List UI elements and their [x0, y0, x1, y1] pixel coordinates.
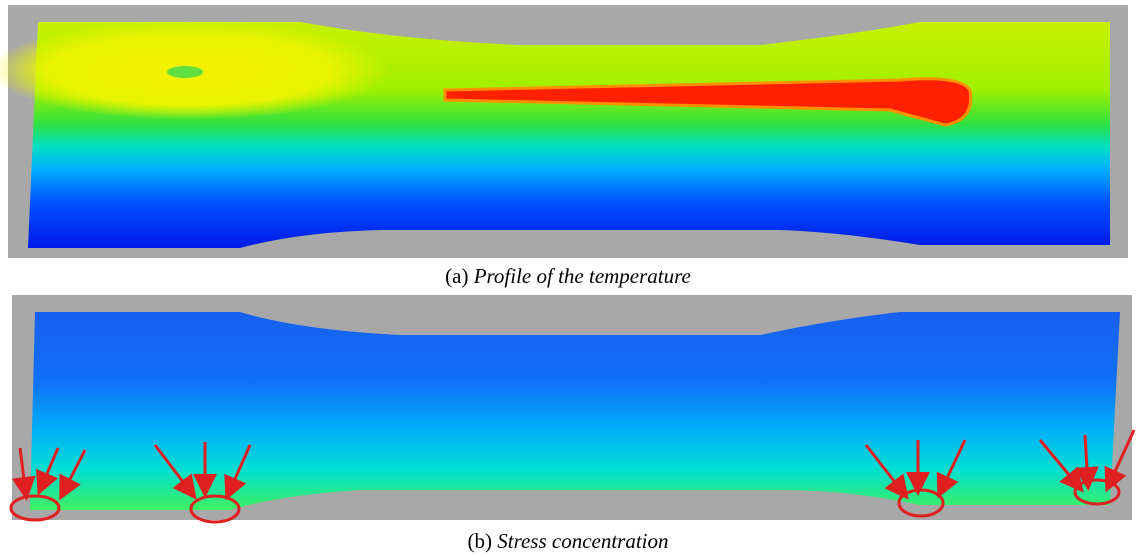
- caption-text: Stress concentration: [497, 529, 668, 553]
- hot-streak: [443, 77, 973, 127]
- annotations: [9, 429, 1136, 524]
- stress-field: [30, 312, 1120, 510]
- caption: (b) Stress concentration: [467, 529, 668, 553]
- caption-label: (a): [445, 264, 468, 288]
- spot: [167, 66, 203, 78]
- caption-label: (b): [467, 529, 492, 553]
- caption: (a) Profile of the temperature: [445, 264, 691, 288]
- caption-text: Profile of the temperature: [473, 264, 691, 288]
